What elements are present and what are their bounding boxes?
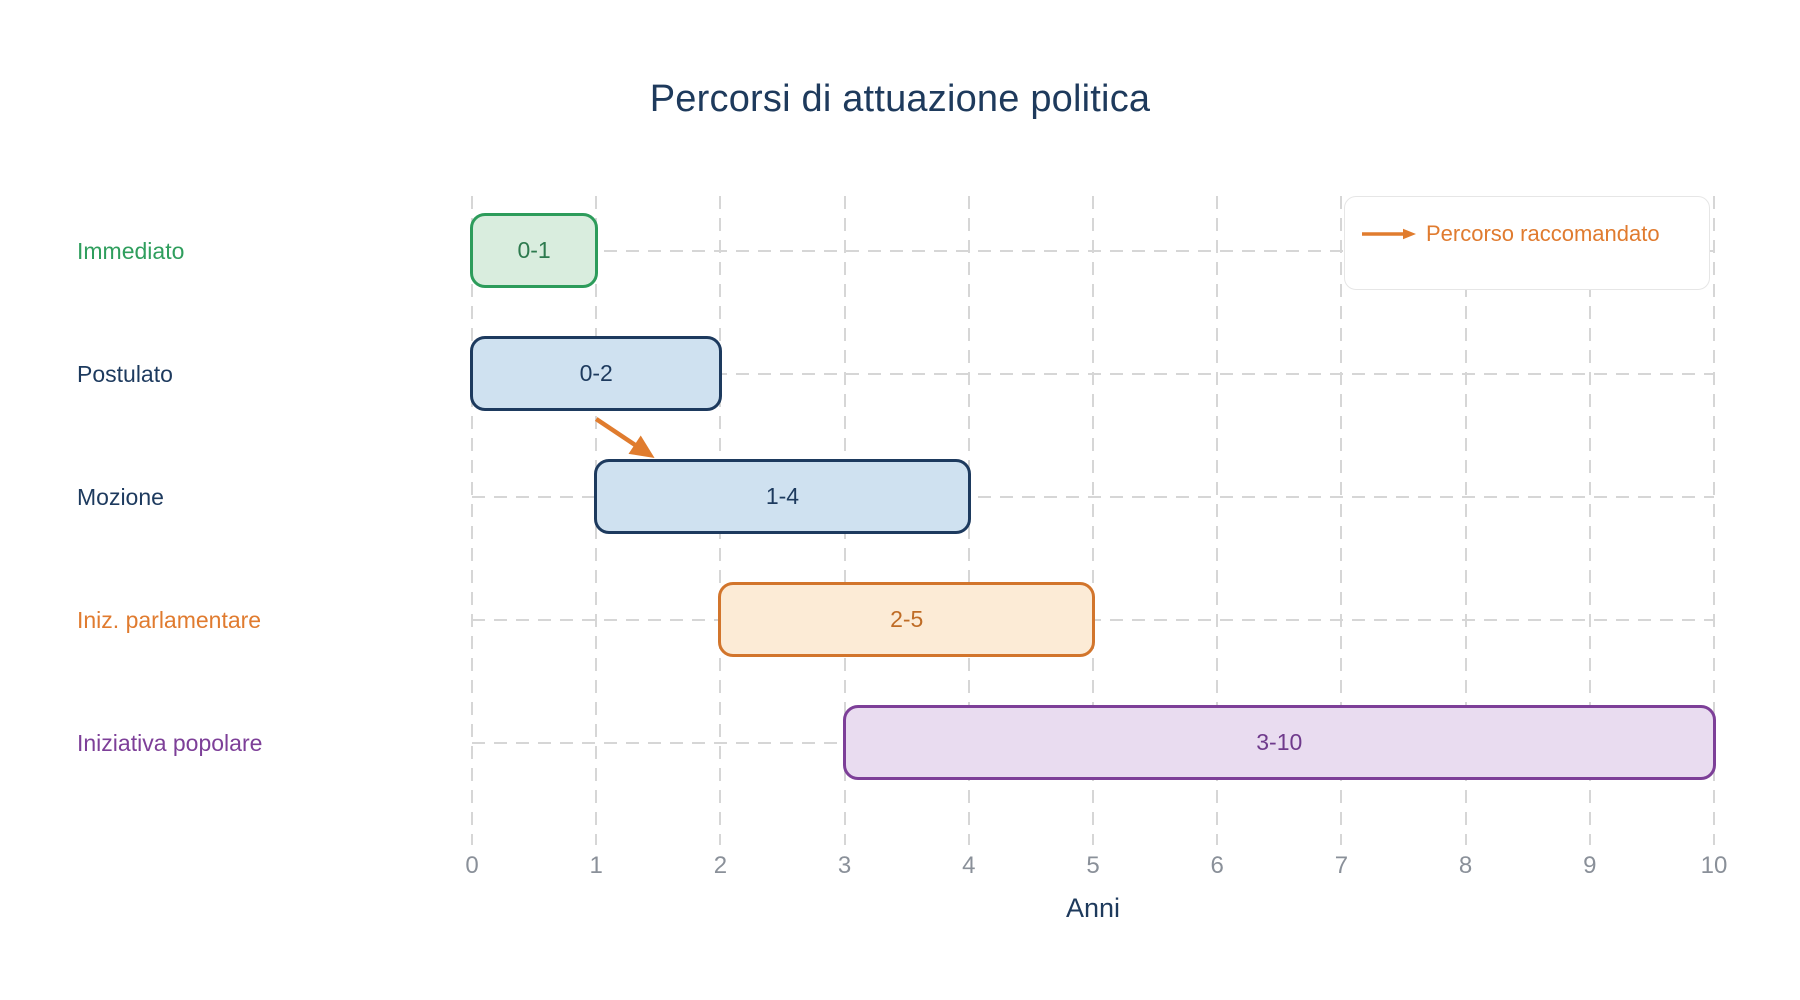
gantt-bar-mozione: 1-4: [594, 459, 971, 534]
x-tick-9: 9: [1583, 852, 1597, 879]
x-tick-7: 7: [1334, 852, 1349, 879]
gridline-year-8: [1464, 196, 1467, 845]
row-label-mozione: Mozione: [77, 483, 164, 510]
legend-entry: Percorso raccomandato: [1361, 221, 1660, 247]
recommended-path-arrow-icon: [1362, 228, 1416, 240]
gridline-year-10: [1713, 196, 1715, 845]
x-tick-5: 5: [1086, 852, 1100, 879]
gantt-bar-immediato: 0-1: [470, 213, 599, 288]
x-tick-3: 3: [837, 852, 852, 879]
x-tick-10: 10: [1700, 852, 1728, 879]
x-tick-1: 1: [589, 852, 603, 879]
row-label-immediato: Immediato: [77, 237, 185, 264]
bar-label-immediato: 0-1: [517, 237, 551, 263]
gridline-year-5: [1092, 196, 1094, 845]
legend-label: Percorso raccomandato: [1426, 221, 1660, 246]
bar-label-postulato: 0-2: [579, 360, 613, 386]
x-tick-0: 0: [465, 852, 479, 879]
bar-label-iniz-parlamentare: 2-5: [890, 606, 924, 632]
gantt-bar-iniziativa-popolare: 3-10: [842, 705, 1716, 780]
row-label-postulato: Postulato: [77, 360, 173, 387]
x-tick-8: 8: [1458, 852, 1473, 879]
gantt-bar-iniz-parlamentare: 2-5: [718, 582, 1095, 657]
gridline-year-0: [471, 196, 473, 845]
legend: Percorso raccomandato: [1344, 196, 1710, 290]
plot-area: 0-1 0-2 1-4 2-5 3-10: [470, 196, 1716, 845]
chart-title: Percorsi di attuazione politica: [649, 78, 1151, 120]
x-tick-6: 6: [1210, 852, 1224, 879]
gridline-row-mozione: [472, 495, 1714, 498]
gridline-row-postulato: [472, 372, 1714, 375]
gridline-year-9: [1588, 196, 1591, 845]
gridline-row-immediato: [472, 249, 1714, 252]
gridline-year-7: [1340, 196, 1343, 845]
gridline-year-6: [1216, 196, 1219, 845]
x-tick-4: 4: [962, 852, 976, 879]
gantt-bar-postulato: 0-2: [470, 336, 723, 411]
x-axis-title: Anni: [1065, 893, 1121, 923]
bar-label-iniziativa-popolare: 3-10: [1256, 729, 1303, 755]
row-label-iniz-parlamentare: Iniz. parlamentare: [77, 606, 262, 633]
x-tick-2: 2: [713, 852, 728, 879]
row-label-iniziativa-popolare: Iniziativa popolare: [77, 729, 263, 756]
bar-label-mozione: 1-4: [765, 483, 800, 509]
